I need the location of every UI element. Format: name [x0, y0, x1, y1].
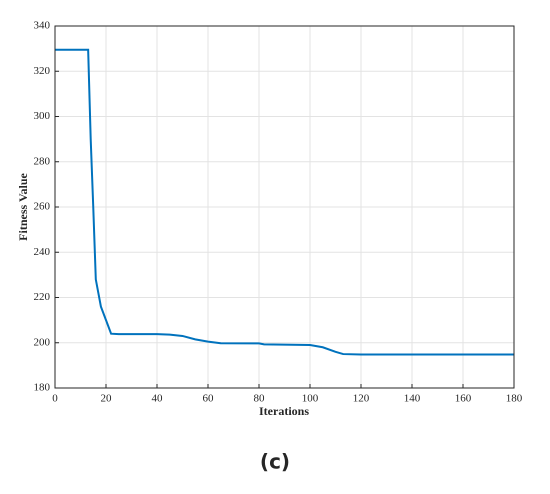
y-tick-label: 260 — [34, 201, 51, 213]
caption: (c) — [260, 450, 290, 474]
y-tick-label: 220 — [34, 291, 51, 303]
y-tick-label: 200 — [34, 336, 51, 348]
x-tick-label: 120 — [353, 393, 370, 405]
y-tick-label: 240 — [34, 246, 51, 258]
x-tick-label: 160 — [455, 393, 472, 405]
y-tick-label: 280 — [34, 155, 51, 167]
x-tick-label: 40 — [152, 393, 164, 405]
x-tick-label: 60 — [203, 393, 215, 405]
x-axis-label: Iterations — [259, 404, 309, 418]
y-tick-label: 340 — [34, 20, 51, 32]
lines — [55, 48, 514, 356]
y-axis-label: Fitness Value — [16, 172, 30, 240]
x-tick-label: 0 — [52, 393, 58, 405]
x-tick-label: 100 — [302, 393, 319, 405]
y-tick-label: 180 — [34, 382, 51, 394]
y-tick-label: 320 — [34, 65, 51, 77]
x-tick-label: 80 — [254, 393, 266, 405]
x-tick-label: 180 — [506, 393, 523, 405]
y-tick-label: 300 — [34, 110, 51, 122]
data-line — [55, 48, 514, 356]
x-tick-label: 20 — [101, 393, 113, 405]
x-tick-label: 140 — [404, 393, 421, 405]
